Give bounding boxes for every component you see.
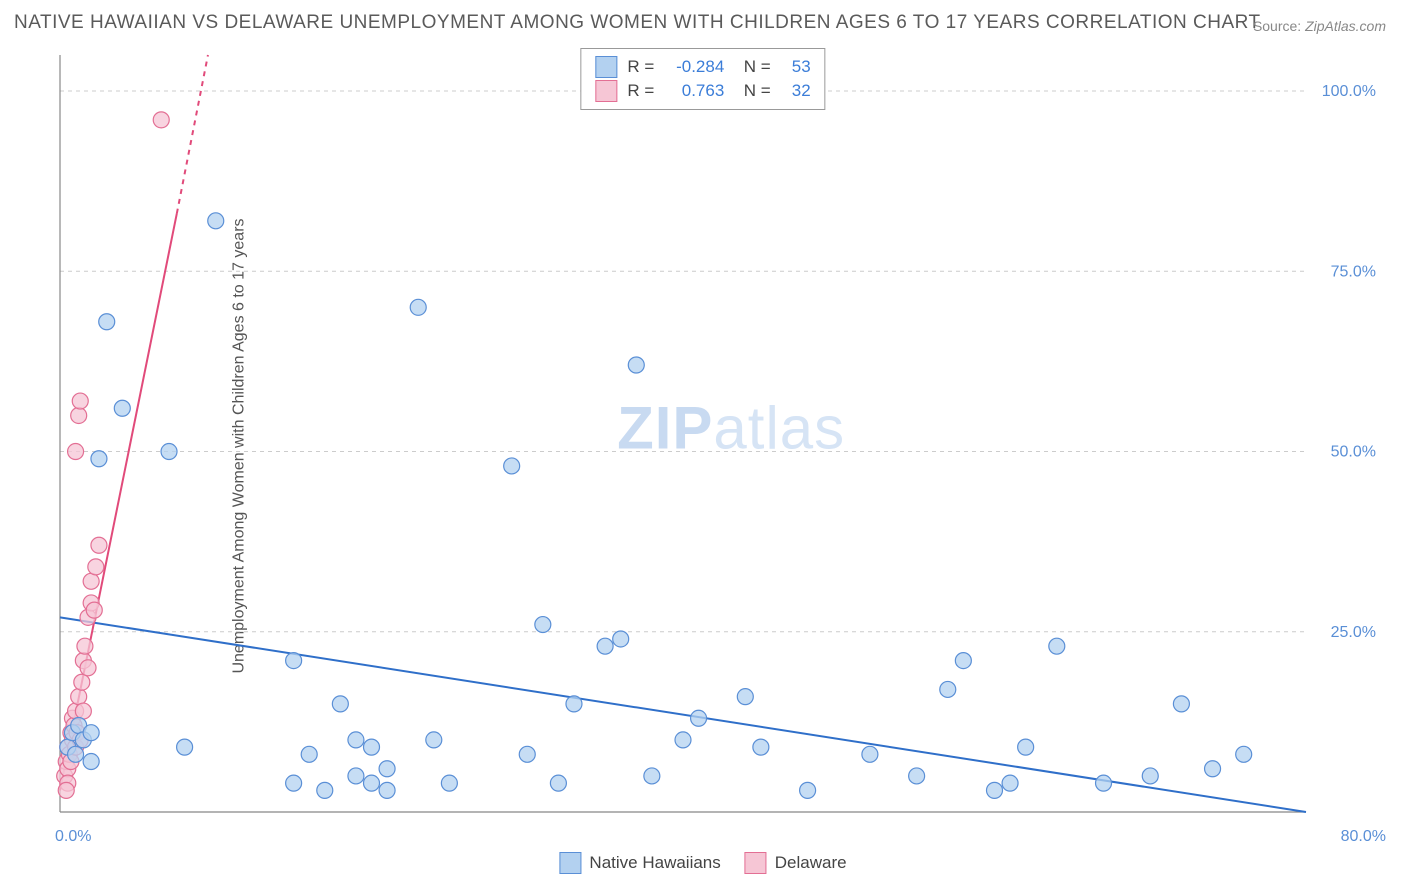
svg-text:50.0%: 50.0% xyxy=(1331,444,1376,461)
n-value-1: 53 xyxy=(781,55,811,79)
chart-container: NATIVE HAWAIIAN VS DELAWARE UNEMPLOYMENT… xyxy=(0,0,1406,892)
legend-row-2: R = 0.763 N = 32 xyxy=(595,79,810,103)
r-value-2: 0.763 xyxy=(664,79,724,103)
svg-text:25.0%: 25.0% xyxy=(1331,624,1376,641)
n-label: N = xyxy=(734,55,770,79)
r-label: R = xyxy=(627,55,654,79)
legend-item-hawaiian: Native Hawaiians xyxy=(559,852,720,874)
legend-row-1: R = -0.284 N = 53 xyxy=(595,55,810,79)
correlation-legend: R = -0.284 N = 53 R = 0.763 N = 32 xyxy=(580,48,825,110)
source-label: Source: xyxy=(1253,18,1301,34)
legend-label-delaware: Delaware xyxy=(775,853,847,873)
n-value-2: 32 xyxy=(781,79,811,103)
legend-swatch-hawaiian xyxy=(595,56,617,78)
x-axis-ticks: 0.0% 80.0% xyxy=(55,828,1386,852)
svg-text:100.0%: 100.0% xyxy=(1322,83,1376,100)
x-tick-1: 80.0% xyxy=(1341,828,1386,846)
x-tick-0: 0.0% xyxy=(55,828,91,846)
chart-title: NATIVE HAWAIIAN VS DELAWARE UNEMPLOYMENT… xyxy=(14,12,1261,34)
legend-swatch-delaware xyxy=(595,80,617,102)
legend-item-delaware: Delaware xyxy=(745,852,847,874)
source-value: ZipAtlas.com xyxy=(1305,18,1386,34)
r-value-1: -0.284 xyxy=(664,55,724,79)
n-label: N = xyxy=(734,79,770,103)
svg-text:75.0%: 75.0% xyxy=(1331,263,1376,280)
legend-swatch-hawaiian-icon xyxy=(559,852,581,874)
r-label: R = xyxy=(627,79,654,103)
source-attribution: Source: ZipAtlas.com xyxy=(1253,18,1386,34)
chart-svg: 25.0% 50.0% 75.0% 100.0% xyxy=(55,50,1386,822)
series-legend: Native Hawaiians Delaware xyxy=(559,852,846,874)
legend-label-hawaiian: Native Hawaiians xyxy=(589,853,720,873)
plot-area: 25.0% 50.0% 75.0% 100.0% xyxy=(55,50,1386,822)
legend-swatch-delaware-icon xyxy=(745,852,767,874)
